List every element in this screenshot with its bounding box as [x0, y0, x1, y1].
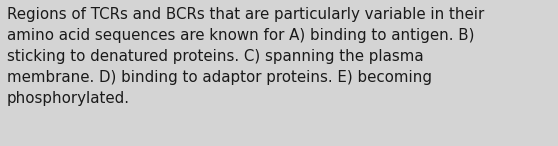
Text: Regions of TCRs and BCRs that are particularly variable in their
amino acid sequ: Regions of TCRs and BCRs that are partic… [7, 7, 484, 106]
